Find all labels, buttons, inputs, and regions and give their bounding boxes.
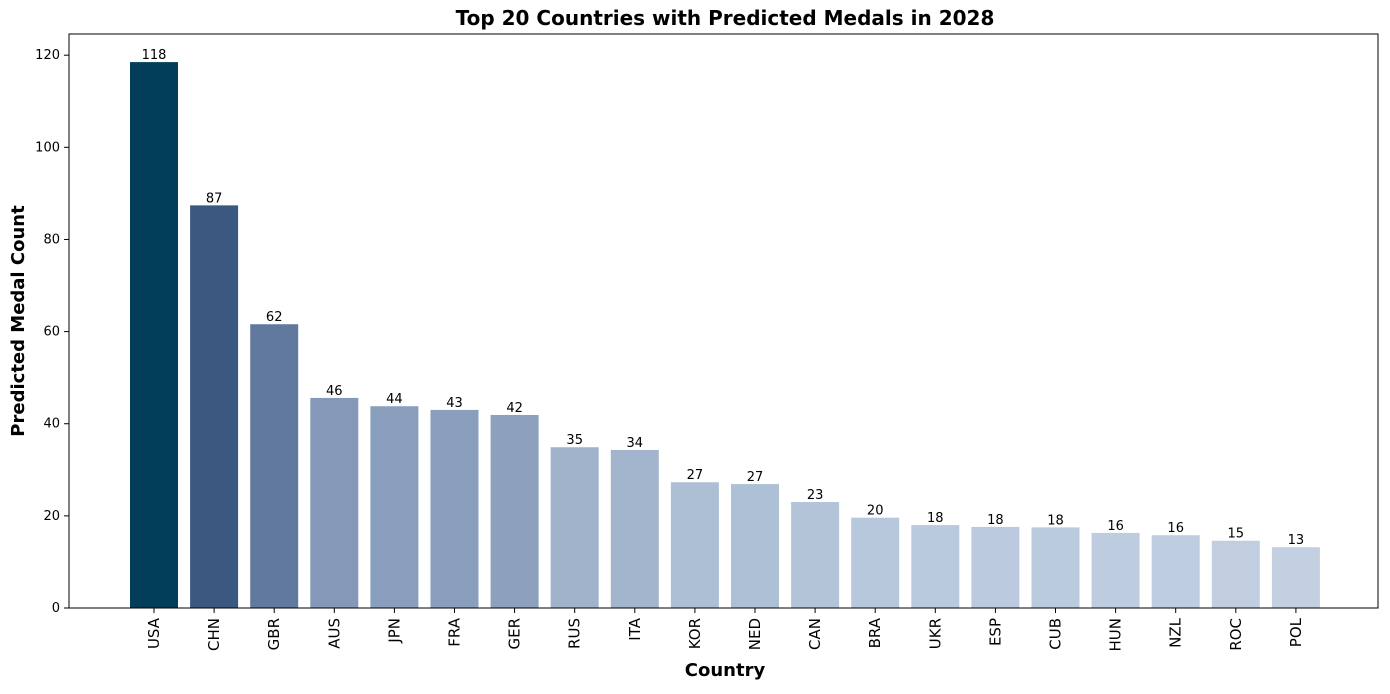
- value-label: 42: [506, 401, 523, 416]
- value-label: 27: [687, 468, 704, 483]
- chart-title: Top 20 Countries with Predicted Medals i…: [456, 6, 995, 30]
- bar: [1151, 535, 1200, 608]
- x-tick-label: NZL: [1167, 617, 1185, 647]
- value-label: 18: [987, 513, 1004, 528]
- bar: [1091, 532, 1140, 608]
- x-tick-label: RUS: [566, 618, 584, 649]
- value-label: 35: [566, 433, 583, 448]
- x-tick-label: KOR: [686, 618, 704, 649]
- bar: [1031, 527, 1080, 608]
- bar: [190, 205, 239, 608]
- x-tick-label: CAN: [806, 618, 824, 650]
- value-label: 46: [326, 384, 343, 399]
- x-tick-label: AUS: [325, 618, 343, 649]
- y-tick-label: 100: [35, 140, 60, 155]
- value-label: 27: [747, 470, 764, 485]
- y-tick-label: 40: [43, 417, 60, 432]
- y-tick-label: 0: [52, 601, 60, 616]
- value-label: 18: [927, 511, 944, 526]
- y-tick-label: 60: [43, 325, 60, 340]
- bar: [731, 484, 779, 608]
- x-tick-label: NED: [746, 618, 764, 650]
- value-label: 118: [142, 48, 167, 63]
- bar: [610, 449, 659, 608]
- x-axis-label: Country: [685, 660, 766, 681]
- value-label: 20: [867, 504, 884, 519]
- value-label: 43: [446, 396, 463, 411]
- x-tick-label: FRA: [446, 617, 464, 646]
- x-tick-label: ITA: [626, 617, 644, 640]
- x-tick-label: UKR: [926, 618, 944, 649]
- bar: [430, 409, 479, 608]
- bar: [550, 447, 599, 608]
- value-label: 44: [386, 392, 403, 407]
- value-label: 16: [1167, 521, 1184, 536]
- bar: [971, 526, 1020, 608]
- bar: [310, 397, 359, 608]
- value-label: 62: [266, 310, 283, 325]
- value-label: 23: [807, 488, 824, 503]
- x-tick-label: GBR: [265, 618, 283, 650]
- x-tick-label: ROC: [1227, 618, 1245, 651]
- y-tick-label: 20: [43, 509, 60, 524]
- value-label: 16: [1107, 519, 1124, 534]
- x-tick-label: POL: [1287, 617, 1305, 647]
- bar: [250, 324, 299, 608]
- value-label: 13: [1288, 533, 1305, 548]
- y-tick-label: 80: [43, 232, 60, 247]
- x-tick-label: GER: [506, 618, 524, 650]
- value-label: 87: [206, 191, 223, 206]
- bar: [911, 525, 960, 608]
- value-label: 15: [1228, 527, 1245, 542]
- bar: [1271, 547, 1320, 608]
- x-tick-label: BRA: [866, 617, 884, 648]
- x-tick-label: JPN: [385, 618, 403, 644]
- x-tick-label: ESP: [986, 618, 1004, 646]
- bar: [791, 502, 840, 608]
- bar: [1211, 540, 1260, 608]
- bar: [490, 414, 539, 608]
- value-label: 34: [627, 436, 644, 451]
- bar: [670, 482, 719, 608]
- bar: [130, 62, 178, 608]
- axes-frame: [68, 33, 1379, 609]
- x-tick-label: USA: [145, 617, 163, 649]
- bar: [851, 517, 900, 608]
- x-tick-label: CUB: [1047, 618, 1065, 650]
- bar: [370, 406, 419, 608]
- value-label: 18: [1047, 513, 1064, 528]
- y-tick-label: 120: [35, 48, 60, 63]
- x-tick-label: HUN: [1107, 618, 1125, 651]
- x-tick-label: CHN: [205, 618, 223, 651]
- y-axis-label: Predicted Medal Count: [8, 205, 29, 437]
